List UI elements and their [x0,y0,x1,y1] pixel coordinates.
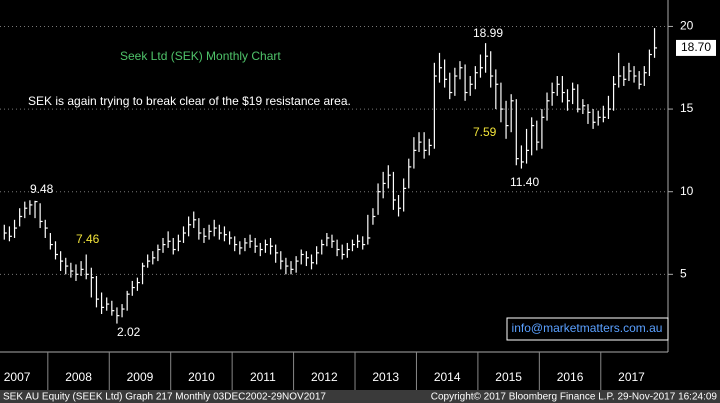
y-tick-label: 10 [680,184,694,198]
x-tick-label: 2008 [65,370,92,384]
x-tick-label: 2015 [495,370,522,384]
x-tick-label: 2010 [188,370,215,384]
footer-bar [0,390,720,403]
y-tick-label: 15 [680,101,694,115]
annotation: 2.02 [117,325,141,339]
watermark: info@marketmatters.com.au [512,321,663,335]
y-tick-label: 20 [680,19,694,33]
chart-title: Seek Ltd (SEK) Monthly Chart [120,49,281,63]
annotation: 18.99 [473,26,503,40]
annotation: 7.46 [76,232,100,246]
annotation: 7.59 [473,125,497,139]
x-tick-label: 2012 [311,370,338,384]
x-tick-label: 2013 [372,370,399,384]
watermark-box [506,317,669,341]
chart-subtitle: SEK is again trying to break clear of th… [28,94,351,108]
x-tick-label: 2007 [4,370,31,384]
footer-right: Copyright© 2017 Bloomberg Finance L.P. 2… [431,392,718,403]
x-tick-label: 2014 [434,370,461,384]
annotation: 9.48 [30,182,54,196]
last-price-label: 18.70 [681,40,711,54]
annotation: 11.40 [510,175,539,189]
x-tick-label: 2011 [250,370,276,384]
y-tick-label: 5 [680,267,687,281]
x-tick-label: 2016 [557,370,584,384]
x-tick-label: 2017 [618,370,645,384]
last-price-box [676,39,716,56]
x-tick-label: 2009 [127,370,154,384]
footer-left: SEK AU Equity (SEEK Ltd) Graph 217 Month… [3,392,326,403]
